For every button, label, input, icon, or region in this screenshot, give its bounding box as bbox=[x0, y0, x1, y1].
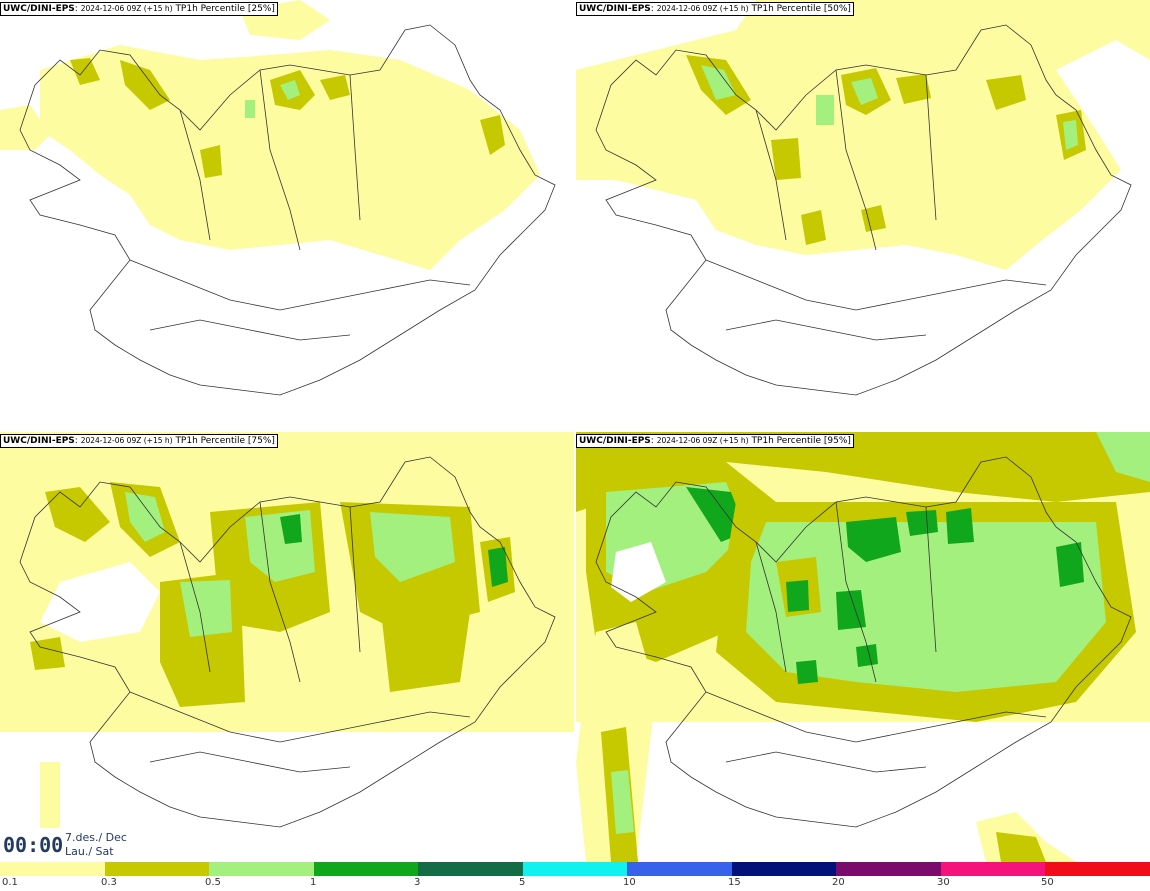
legend-label: 0.5 bbox=[205, 877, 221, 888]
panel-title-p75: UWC/DINI-EPS: 2024-12-06 09Z (+15 h) TP1… bbox=[0, 434, 278, 448]
legend-label: 15 bbox=[728, 877, 741, 888]
valid-time-box: 00:00 7.des./ Dec Lau./ Sat bbox=[0, 828, 128, 862]
legend-label: 0.3 bbox=[101, 877, 117, 888]
legend-swatch bbox=[104, 862, 210, 876]
precip-map-p50 bbox=[576, 0, 1150, 396]
field-label: TP1h Percentile [75%] bbox=[175, 436, 275, 446]
legend-swatch bbox=[313, 862, 419, 876]
model-name: UWC/DINI-EPS bbox=[579, 436, 651, 446]
legend-swatch bbox=[1045, 862, 1150, 876]
run-time: 2024-12-06 09Z (+15 h) bbox=[656, 436, 749, 445]
panel-title-p95: UWC/DINI-EPS: 2024-12-06 09Z (+15 h) TP1… bbox=[576, 434, 854, 448]
legend-label: 3 bbox=[414, 877, 421, 888]
legend-label: 50 bbox=[1041, 877, 1054, 888]
legend-swatch bbox=[209, 862, 314, 876]
map-panel-p95: UWC/DINI-EPS: 2024-12-06 09Z (+15 h) TP1… bbox=[576, 432, 1150, 862]
precip-map-p75 bbox=[0, 432, 574, 862]
legend-label: 30 bbox=[937, 877, 950, 888]
panel-title-p50: UWC/DINI-EPS: 2024-12-06 09Z (+15 h) TP1… bbox=[576, 2, 854, 16]
field-label: TP1h Percentile [50%] bbox=[751, 4, 851, 14]
legend-color-bar bbox=[0, 862, 1150, 876]
model-name: UWC/DINI-EPS bbox=[579, 4, 651, 14]
valid-date-line2: Lau./ Sat bbox=[65, 845, 114, 858]
map-panel-p75: UWC/DINI-EPS: 2024-12-06 09Z (+15 h) TP1… bbox=[0, 432, 574, 862]
run-time: 2024-12-06 09Z (+15 h) bbox=[656, 4, 749, 13]
legend-swatch bbox=[0, 862, 105, 876]
legend-label: 20 bbox=[832, 877, 845, 888]
panel-title-p25: UWC/DINI-EPS: 2024-12-06 09Z (+15 h) TP1… bbox=[0, 2, 278, 16]
model-name: UWC/DINI-EPS bbox=[3, 436, 75, 446]
valid-date-line1: 7.des./ Dec bbox=[65, 831, 127, 844]
legend-swatch bbox=[940, 862, 1046, 876]
legend-label: 5 bbox=[519, 877, 526, 888]
panel-divider-horizontal bbox=[0, 430, 1150, 432]
legend-swatch bbox=[731, 862, 837, 876]
map-panel-p50: UWC/DINI-EPS: 2024-12-06 09Z (+15 h) TP1… bbox=[576, 0, 1150, 430]
valid-time: 00:00 bbox=[3, 833, 64, 857]
color-legend: 0.1 0.3 0.5 1 3 5 10 15 20 30 50 bbox=[0, 862, 1150, 891]
run-time: 2024-12-06 09Z (+15 h) bbox=[80, 4, 173, 13]
map-panel-p25: UWC/DINI-EPS: 2024-12-06 09Z (+15 h) TP1… bbox=[0, 0, 574, 430]
legend-swatch bbox=[627, 862, 732, 876]
legend-swatch bbox=[522, 862, 628, 876]
legend-label: 10 bbox=[623, 877, 636, 888]
legend-label: 1 bbox=[310, 877, 317, 888]
field-label: TP1h Percentile [95%] bbox=[751, 436, 851, 446]
valid-date: 7.des./ Dec Lau./ Sat bbox=[65, 831, 127, 859]
legend-label: 0.1 bbox=[2, 877, 18, 888]
field-label: TP1h Percentile [25%] bbox=[175, 4, 275, 14]
precip-map-p25 bbox=[0, 0, 556, 396]
legend-swatch bbox=[418, 862, 523, 876]
precip-map-p95 bbox=[576, 432, 1150, 862]
run-time: 2024-12-06 09Z (+15 h) bbox=[80, 436, 173, 445]
model-name: UWC/DINI-EPS bbox=[3, 4, 75, 14]
legend-swatch bbox=[836, 862, 941, 876]
